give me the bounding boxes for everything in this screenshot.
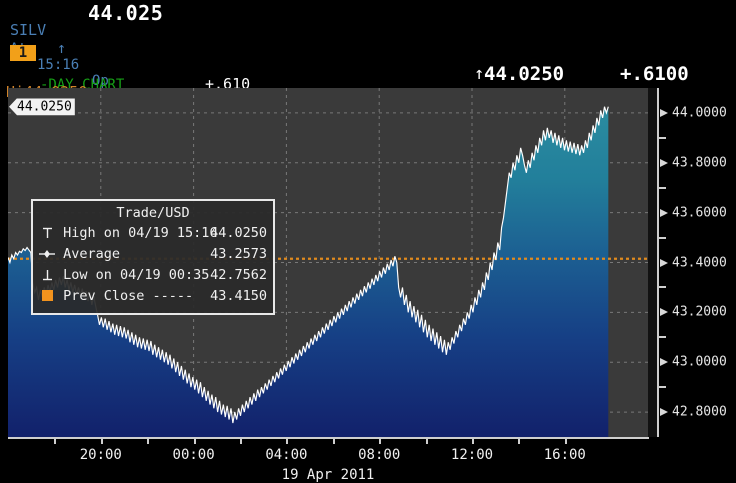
- x-axis-minor-tick: [425, 439, 428, 444]
- y-minor-tick: [659, 186, 666, 189]
- header-row-controls: 1 -DAY CHART SILV SILVER SPOT $/OZ 17 : …: [0, 45, 736, 285]
- chart-legend: Trade/USD High on 04/19 15:16 44.0250 Av…: [31, 199, 275, 315]
- legend-title: Trade/USD: [116, 205, 190, 221]
- x-axis-label: 04:00: [265, 447, 308, 463]
- low-marker-icon: [39, 265, 55, 286]
- header-row-session: At 15:16 Op 43.395 Hi 44.025 Lo 42.7562 …: [0, 25, 736, 201]
- legend-label-prev-close: Prev Close -----: [63, 288, 194, 304]
- x-axis-label: 08:00: [358, 447, 401, 463]
- legend-label-low: Low on 04/19 00:35: [63, 267, 210, 283]
- legend-value-low: 42.7562: [210, 267, 267, 283]
- at-time: 15:16: [37, 57, 80, 73]
- x-axis-date-label: 19 Apr 2011: [281, 467, 375, 483]
- legend-row-low: Low on 04/19 00:35 42.7562: [33, 265, 273, 286]
- chart-frame: 42.8000 43.0000 43.2000 43.4000 43.6000 43.80…: [8, 88, 730, 438]
- direction-arrow-icon: ↑: [57, 39, 67, 57]
- x-axis-minor-tick: [240, 439, 242, 444]
- y-minor-tick: [659, 286, 666, 289]
- x-axis-minor-tick: [518, 439, 521, 444]
- price-area-fill: [8, 106, 609, 437]
- y-tick-arrow-icon: [660, 308, 668, 317]
- x-axis-minor-tick: [332, 439, 335, 444]
- x-axis-minor-tick: [147, 439, 150, 444]
- x-axis-tick: [193, 439, 196, 444]
- legend-value-average: 43.2573: [210, 246, 267, 262]
- x-axis-tick: [100, 439, 103, 444]
- y-axis-label: 43.0000: [672, 354, 727, 370]
- y-axis-label: 43.2000: [672, 304, 727, 320]
- y-axis: 42.8000 43.0000 43.2000 43.4000 43.6000 43.80…: [657, 88, 730, 437]
- y-tick-arrow-icon: [660, 408, 668, 417]
- legend-row-prev-close: Prev Close ----- 43.4150: [33, 286, 273, 307]
- x-axis-label: 12:00: [450, 447, 494, 463]
- y-minor-tick: [659, 336, 666, 339]
- legend-row-average: Average 43.2573: [33, 244, 273, 265]
- current-price-callout: 44.0250: [9, 98, 75, 116]
- x-axis-tick: [564, 439, 567, 444]
- y-axis-label: 43.4000: [672, 255, 727, 270]
- y-minor-tick: [659, 236, 666, 239]
- x-axis-tick: [286, 439, 289, 444]
- stats-change: +.6100: [620, 63, 689, 85]
- y-axis-label: 43.8000: [672, 155, 727, 171]
- y-axis-label: 44.0000: [672, 105, 727, 121]
- y-axis-label: 42.8000: [672, 404, 727, 420]
- high-marker-icon: [39, 223, 55, 244]
- stats-arrow-icon: ↑: [474, 64, 485, 84]
- open-label: Op: [92, 73, 109, 89]
- x-axis-tick: [472, 439, 474, 444]
- y-minor-tick: [659, 136, 666, 139]
- ticker-symbol[interactable]: SILV: [10, 21, 47, 39]
- legend-value-prev-close: 43.4150: [210, 288, 267, 304]
- y-tick-arrow-icon: [660, 158, 668, 167]
- y-tick-arrow-icon: [660, 208, 668, 217]
- y-tick-arrow-icon: [660, 258, 668, 267]
- x-axis-label: 16:00: [543, 447, 586, 463]
- x-axis-minor-tick: [54, 439, 57, 444]
- legend-label-high: High on 04/19 15:16: [63, 225, 218, 241]
- legend-label-average: Average: [63, 246, 121, 262]
- prev-close-swatch-icon: [39, 286, 55, 307]
- header-row-stats: Hi44.0250 Lo42.7562 Op43.3950 #Ticks 588…: [0, 63, 736, 191]
- last-price: 44.025: [88, 1, 164, 25]
- header-row-quote: SILV ↑ 44.025 +.610 ANON 43.9625/44.0875…: [0, 1, 736, 184]
- x-axis-line: [8, 437, 649, 439]
- y-tick-arrow-icon: [660, 108, 668, 117]
- x-axis-label: 20:00: [79, 447, 122, 463]
- average-marker-icon: [39, 244, 55, 265]
- legend-value-high: 44.0250: [210, 225, 267, 241]
- chart-plot-area[interactable]: [8, 88, 648, 437]
- y-minor-tick: [659, 386, 666, 389]
- stats-last: 44.0250: [484, 63, 565, 85]
- x-axis: 19 Apr 2011 20:00 00:00 04:00 08:00 12:00 16:…: [8, 437, 728, 483]
- days-input[interactable]: 1: [10, 45, 36, 61]
- x-axis-tick: [379, 439, 382, 444]
- plot-right-margin: [648, 88, 657, 437]
- x-axis-label: 00:00: [172, 447, 215, 463]
- y-axis-label: 43.6000: [672, 205, 727, 221]
- price-line: [8, 106, 609, 424]
- legend-row-high: High on 04/19 15:16 44.0250: [33, 223, 273, 244]
- y-tick-arrow-icon: [660, 358, 668, 367]
